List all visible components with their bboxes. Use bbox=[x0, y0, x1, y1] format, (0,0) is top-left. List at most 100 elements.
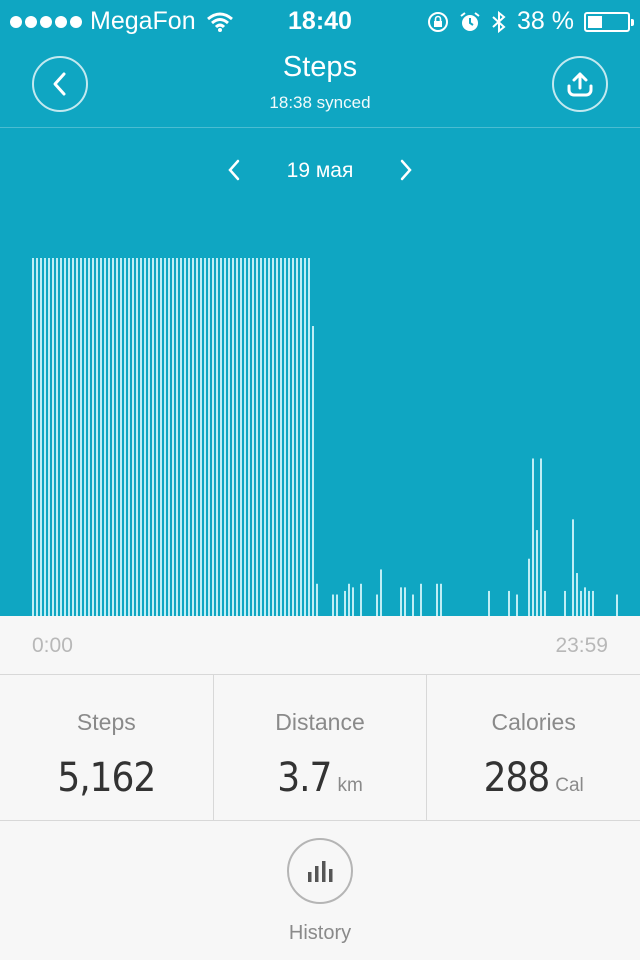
chart-bar bbox=[540, 458, 542, 616]
chart-bar bbox=[180, 258, 182, 616]
chart-bar bbox=[292, 258, 294, 616]
stat-label: Distance bbox=[275, 709, 365, 735]
chart-bar bbox=[528, 558, 530, 616]
stat-value-wrap: 5,162 bbox=[0, 755, 213, 801]
chart-bar bbox=[160, 258, 162, 616]
stat-distance: Distance 3.7 km bbox=[214, 675, 428, 820]
chart-bar bbox=[80, 258, 82, 616]
chart-bar bbox=[76, 258, 78, 616]
chart-bar bbox=[564, 590, 566, 616]
stat-calories: Calories 288 Cal bbox=[427, 675, 640, 820]
chart-bar bbox=[216, 258, 218, 616]
chart-bar bbox=[172, 258, 174, 616]
chart-bar bbox=[260, 258, 262, 616]
chart-bar bbox=[584, 587, 586, 616]
chart-bar bbox=[352, 587, 354, 616]
battery-percent: 38 % bbox=[517, 7, 574, 35]
chart-bar bbox=[108, 258, 110, 616]
stat-value: 288 bbox=[483, 755, 551, 801]
chart-bar bbox=[48, 258, 50, 616]
chart-bar bbox=[380, 569, 382, 616]
chart-bar bbox=[536, 530, 538, 616]
chart-bar bbox=[244, 258, 246, 616]
chart-bar bbox=[436, 583, 438, 616]
chart-bar bbox=[120, 258, 122, 616]
upload-icon bbox=[567, 72, 593, 97]
back-button[interactable] bbox=[32, 56, 88, 112]
chart-bar bbox=[348, 583, 350, 616]
rotation-lock-icon bbox=[428, 11, 449, 32]
chart-bar bbox=[508, 590, 510, 616]
chart-bar bbox=[100, 258, 102, 616]
battery-icon bbox=[584, 11, 634, 32]
status-bar: MegaFon 18:40 38 % bbox=[0, 0, 640, 40]
chart-bar bbox=[332, 594, 334, 616]
chart-bar bbox=[116, 258, 118, 616]
chart-bar bbox=[60, 258, 62, 616]
chart-bar bbox=[240, 258, 242, 616]
chart-bar bbox=[336, 594, 338, 616]
chart-bar bbox=[224, 258, 226, 616]
chart-bar bbox=[588, 590, 590, 616]
chart-bar bbox=[208, 258, 210, 616]
chart-bar bbox=[308, 258, 310, 616]
chart-bar bbox=[140, 258, 142, 616]
chart-bar bbox=[184, 258, 186, 616]
summary-stats: Steps 5,162 Distance 3.7 km Calories 288 C… bbox=[0, 674, 640, 821]
chart-bar bbox=[148, 258, 150, 616]
header-divider bbox=[0, 127, 640, 128]
history-button[interactable] bbox=[287, 838, 353, 904]
chart-bar bbox=[572, 519, 574, 616]
chart-bar bbox=[488, 590, 490, 616]
chart-bar bbox=[616, 594, 618, 616]
stat-unit: km bbox=[337, 775, 363, 796]
chart-bar bbox=[412, 594, 414, 616]
chart-bar bbox=[248, 258, 250, 616]
chart-bar bbox=[196, 258, 198, 616]
chart-bar bbox=[188, 258, 190, 616]
steps-panel: MegaFon 18:40 38 % bbox=[0, 0, 640, 616]
chart-bar bbox=[236, 258, 238, 616]
date-navigator: 19 мая bbox=[0, 150, 640, 190]
chart-bar bbox=[404, 587, 406, 616]
history-section: History bbox=[0, 822, 640, 960]
chart-bar bbox=[280, 258, 282, 616]
chart-bar bbox=[40, 258, 42, 616]
stat-value-wrap: 3.7 km bbox=[214, 755, 427, 801]
chevron-left-icon bbox=[228, 159, 240, 181]
clock-time: 18:40 bbox=[288, 7, 352, 35]
chart-bar bbox=[312, 326, 314, 616]
signal-dots-icon bbox=[10, 15, 82, 28]
sync-status: 18:38 synced bbox=[269, 93, 371, 112]
chart-bar bbox=[36, 258, 38, 616]
upload-button[interactable] bbox=[552, 56, 608, 112]
chart-bar bbox=[88, 258, 90, 616]
chart-bar bbox=[52, 258, 54, 616]
chart-bar bbox=[152, 258, 154, 616]
steps-activity-chart bbox=[32, 258, 618, 616]
chart-bar bbox=[532, 458, 534, 616]
stat-unit: Cal bbox=[555, 775, 584, 796]
chart-bar bbox=[580, 590, 582, 616]
chevron-left-icon bbox=[53, 72, 66, 96]
chart-bar bbox=[592, 590, 594, 616]
chart-bar bbox=[276, 258, 278, 616]
next-day-button[interactable] bbox=[394, 156, 418, 184]
chart-bar bbox=[64, 258, 66, 616]
chart-bar bbox=[288, 258, 290, 616]
chart-bar bbox=[156, 258, 158, 616]
alarm-icon bbox=[460, 11, 480, 31]
app-header: Steps 18:38 synced bbox=[0, 40, 640, 128]
chart-bar bbox=[200, 258, 202, 616]
previous-day-button[interactable] bbox=[222, 156, 246, 184]
chart-bar bbox=[72, 258, 74, 616]
chart-bar bbox=[136, 258, 138, 616]
chart-bar bbox=[112, 258, 114, 616]
chart-bar bbox=[68, 258, 70, 616]
chart-bar bbox=[56, 258, 58, 616]
chart-bar bbox=[316, 583, 318, 616]
chart-bar bbox=[296, 258, 298, 616]
chart-bar bbox=[212, 258, 214, 616]
chart-bar bbox=[204, 258, 206, 616]
chevron-right-icon bbox=[400, 159, 412, 181]
